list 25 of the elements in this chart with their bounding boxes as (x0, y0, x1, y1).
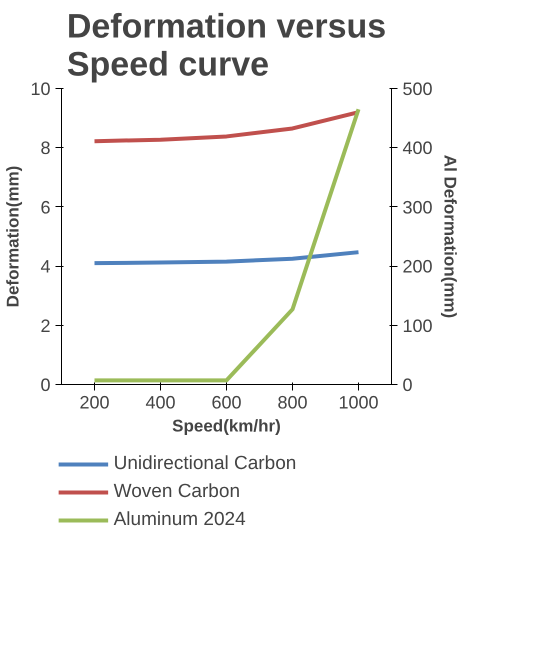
x-tick-label: 200 (79, 392, 110, 412)
y2-tick-label: 400 (402, 138, 433, 158)
y-tick-label: 6 (40, 197, 51, 218)
legend-label: Woven Carbon (114, 481, 240, 503)
y2-tick-label: 300 (402, 197, 433, 218)
x-tick-label: 800 (277, 392, 308, 412)
x-axis-title: Speed(km/hr) (172, 416, 281, 436)
x-tick-label: 400 (145, 392, 176, 412)
y-tick-label: 2 (40, 316, 51, 336)
y2-tick-label: 100 (402, 316, 433, 336)
legend-label: Unidirectional Carbon (114, 453, 296, 475)
y-tick-label: 8 (40, 138, 51, 158)
x-tick-label: 600 (211, 392, 242, 412)
y-axis-title: Deformation(mm) (3, 166, 22, 308)
chart-title: Deformation versus Speed curve (66, 8, 386, 84)
line-series (92, 250, 360, 266)
y2-tick-label: 200 (402, 256, 433, 277)
y2-axis-title: Al Deformation(mm) (440, 154, 460, 318)
x-tick-label: 1000 (338, 392, 379, 412)
y-tick-label: 4 (40, 256, 51, 277)
legend-label: Aluminum 2024 (114, 509, 246, 531)
y2-tick-label: 0 (402, 375, 413, 395)
y2-tick-label: 500 (402, 79, 433, 99)
y-tick-label: 10 (30, 79, 51, 99)
y-tick-label: 0 (40, 375, 51, 395)
